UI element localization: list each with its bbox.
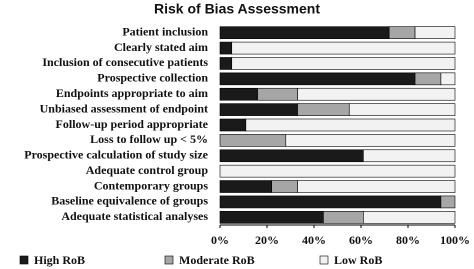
bar-segment [348,103,456,116]
bar-segment [219,149,364,163]
x-tick-label: 80% [396,233,420,247]
bar-segment [297,103,350,116]
bar-segment [363,149,456,163]
category-label: Unbiased assessment of endpoint [40,101,208,115]
bar-segment [219,72,416,86]
bar-segment [219,26,390,39]
bar-segment [414,26,456,39]
bar-segment [363,211,456,224]
bar-segment [219,103,298,116]
bar-segment [257,87,298,101]
legend-swatch [19,255,29,265]
x-tick-label: 20% [255,233,279,247]
bar-segment [219,118,247,132]
bar-segment [323,211,364,224]
bar-segment [440,195,456,209]
bar-segment [219,211,324,224]
bar-segment [231,41,456,55]
bar-segment [231,57,456,70]
x-tick-label: 100% [440,233,470,247]
category-label: Patient inclusion [122,24,208,38]
category-label: Adequate statistical analyses [61,209,208,223]
category-label: Contemporary groups [94,178,208,192]
category-label: Endpoints appropriate to aim [56,86,208,100]
bar-segment [219,57,233,70]
bar-segment [271,180,298,193]
bar-segment [219,134,287,147]
bar-segment [285,134,456,147]
legend-label: Low RoB [334,253,382,267]
category-label: Baseline equivalence of groups [51,194,208,208]
category-label: Follow-up period appropriate [56,117,209,131]
category-label: Prospective collection [97,71,208,85]
chart-title: Risk of Bias Assessment [154,1,320,17]
bar-segment [245,118,456,132]
category-label: Prospective calculation of study size [24,148,208,162]
category-label: Clearly stated aim [114,40,208,54]
category-label: Inclusion of consecutive patients [42,55,208,69]
bar-segment [219,180,273,193]
bar-segment [388,26,416,39]
x-tick-label: 0% [211,233,229,247]
legend-label: High RoB [34,253,85,267]
bar-segment [297,87,456,101]
x-tick-label: 40% [302,233,326,247]
legend-swatch [164,255,174,265]
category-label: Adequate control group [86,163,209,177]
bar-segment [414,72,442,86]
category-label: Loss to follow up < 5% [90,132,208,146]
bar-segment [219,87,258,101]
bar-segment [219,164,456,178]
legend-label: Moderate RoB [179,253,255,267]
bar-segment [219,41,233,55]
legend-swatch [319,255,329,265]
bar-segment [297,180,456,193]
bar-segment [219,195,442,209]
x-tick-label: 60% [349,233,373,247]
bar-segment [440,72,456,86]
